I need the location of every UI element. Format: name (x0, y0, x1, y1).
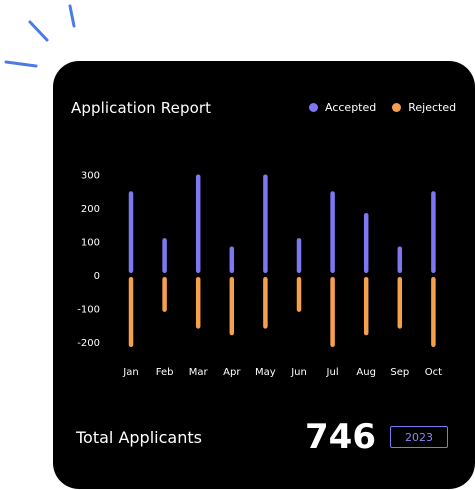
rejected-bar-apr[interactable] (229, 277, 235, 336)
card-title: Application Report (71, 99, 212, 117)
legend-dot-icon (392, 103, 402, 112)
x-tick-label-jan: Jan (122, 367, 138, 378)
x-tick-label-mar: Mar (189, 367, 209, 378)
rejected-bar-jun[interactable] (296, 277, 302, 312)
accepted-bar-jul[interactable] (330, 191, 335, 273)
rejected-bar-aug[interactable] (363, 277, 369, 336)
chart-legend: Accepted Rejected (309, 101, 456, 114)
y-tick-label: 0 (94, 271, 100, 282)
accepted-bar-jan[interactable] (128, 191, 134, 273)
x-tick-label-oct: Oct (425, 367, 442, 378)
rejected-bar-jul[interactable] (330, 277, 335, 348)
accepted-bar-apr[interactable] (229, 246, 235, 273)
y-tick-label: -100 (77, 305, 100, 316)
y-tick-label: 100 (81, 238, 100, 249)
application-report-card: Application Report Accepted Rejected 300… (53, 61, 475, 489)
x-tick-label-feb: Feb (156, 367, 174, 378)
legend-label-accepted: Accepted (325, 101, 377, 114)
accepted-bar-oct[interactable] (431, 191, 436, 273)
x-tick-label-jul: Jul (326, 367, 339, 378)
total-applicants-label: Total Applicants (76, 428, 202, 447)
rejected-bar-may[interactable] (263, 277, 268, 329)
sparkle-decoration-icon (4, 4, 76, 68)
year-selector-button[interactable]: 2023 (390, 426, 448, 448)
accepted-bar-may[interactable] (263, 174, 268, 274)
accepted-bar-jun[interactable] (296, 238, 302, 273)
y-tick-label: 300 (81, 171, 100, 182)
x-tick-label-sep: Sep (390, 367, 409, 378)
rejected-bar-jan[interactable] (128, 277, 134, 348)
bar-chart: 300 200 100 0 -100 -200 Jan Feb Mar Apr May Jun Jul A… (77, 171, 442, 379)
y-tick-label: 200 (81, 204, 100, 215)
y-tick-label: -200 (77, 338, 100, 349)
rejected-bar-feb[interactable] (162, 277, 167, 312)
x-tick-label-jun: Jun (290, 367, 307, 378)
accepted-bar-sep[interactable] (397, 246, 403, 273)
x-tick-label-may: May (255, 367, 276, 378)
sparkle-stroke (4, 60, 38, 68)
sparkle-stroke (28, 20, 49, 42)
accepted-bar-aug[interactable] (363, 213, 369, 273)
legend-label-rejected: Rejected (408, 101, 457, 114)
x-tick-label-aug: Aug (356, 367, 376, 378)
legend-item-rejected[interactable]: Rejected (392, 101, 456, 114)
rejected-bar-mar[interactable] (195, 277, 201, 329)
sparkle-stroke (68, 4, 76, 28)
legend-item-accepted[interactable]: Accepted (309, 101, 376, 114)
accepted-bar-feb[interactable] (162, 238, 167, 273)
legend-dot-icon (309, 103, 318, 112)
total-applicants-value: 746 (305, 417, 376, 457)
accepted-bar-mar[interactable] (195, 174, 201, 274)
rejected-bar-sep[interactable] (397, 277, 403, 329)
x-tick-label-apr: Apr (223, 367, 241, 378)
rejected-bar-oct[interactable] (431, 277, 436, 348)
